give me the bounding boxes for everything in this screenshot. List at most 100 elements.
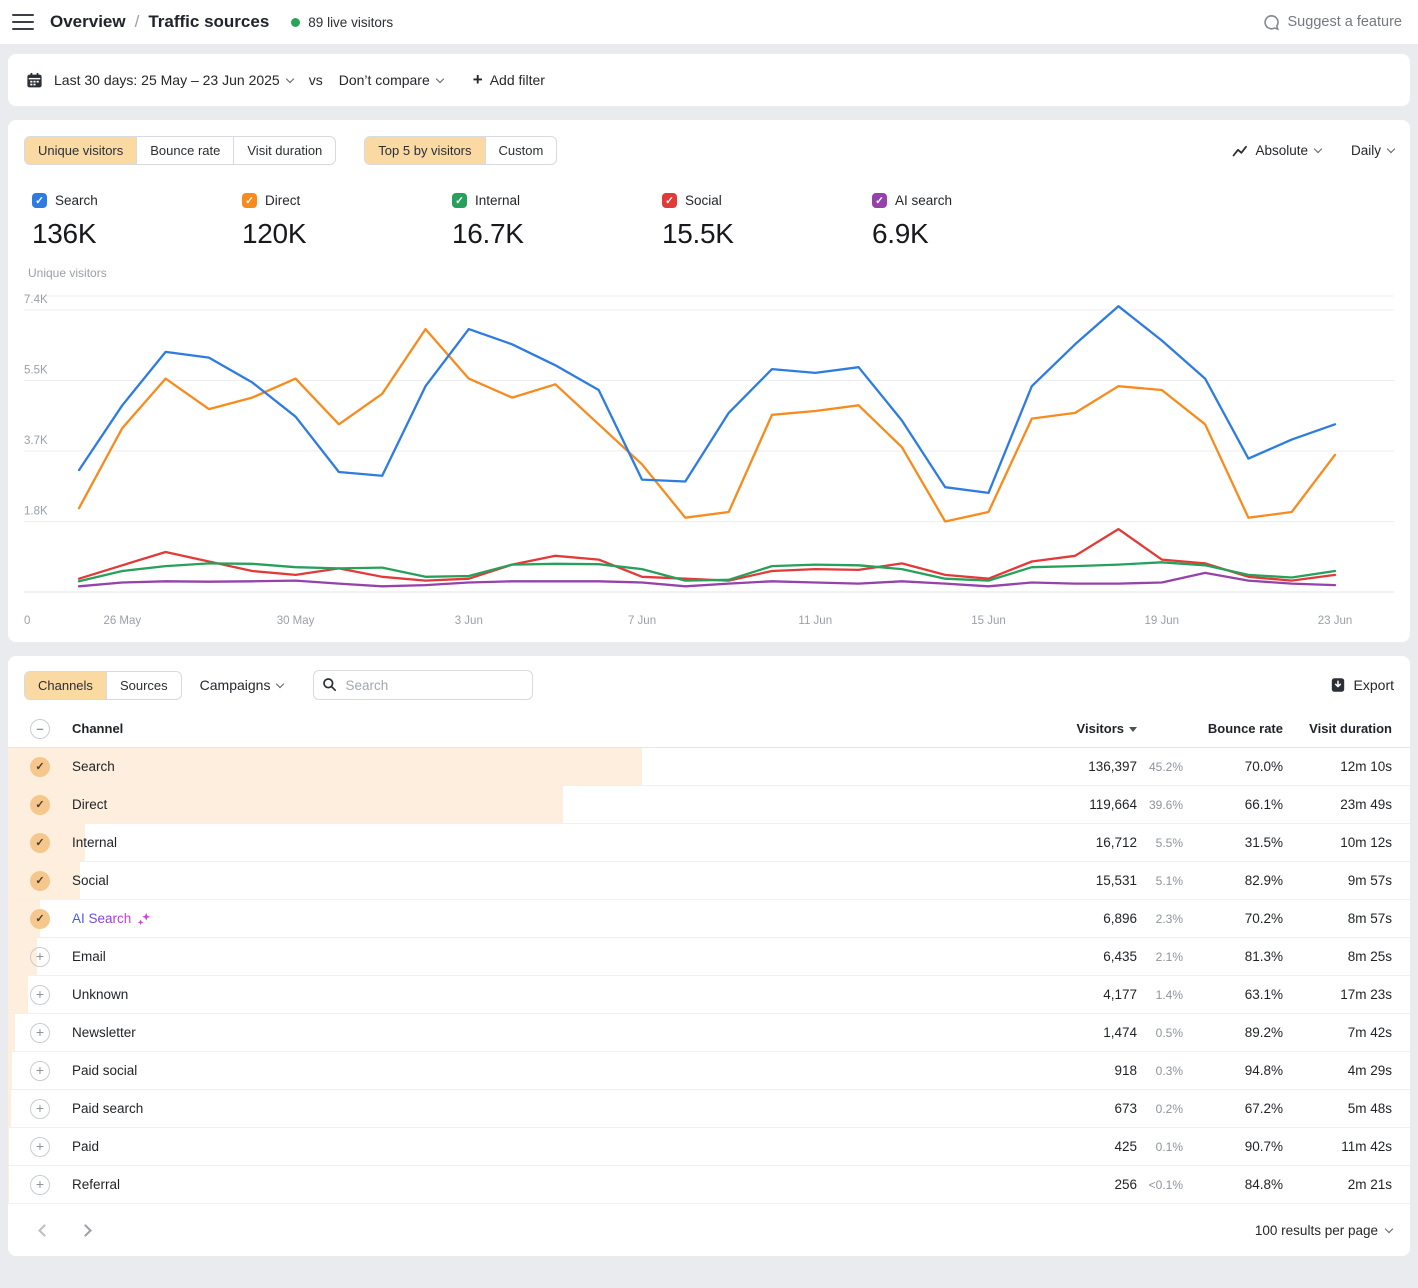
row-share-bar: [8, 976, 28, 1013]
tab-bounce-rate[interactable]: Bounce rate: [136, 137, 233, 164]
search-checkbox[interactable]: [32, 193, 47, 208]
cell-bounce: 31.5%: [1244, 835, 1283, 850]
table-row-referral[interactable]: Referral 256 <0.1% 84.8% 2m 21s: [8, 1166, 1410, 1204]
cell-visitors: 918: [1114, 1063, 1137, 1078]
column-visit-duration[interactable]: Visit duration: [1309, 721, 1392, 736]
series-direct: [77, 327, 1337, 523]
row-checked-icon[interactable]: [30, 756, 50, 777]
cell-duration: 7m 42s: [1347, 1025, 1392, 1040]
row-add-icon[interactable]: [30, 1174, 50, 1195]
column-visitors[interactable]: Visitors: [1077, 721, 1137, 736]
table-row-social[interactable]: Social 15,531 5.1% 82.9% 9m 57s: [8, 862, 1410, 900]
cell-share: 2.1%: [1155, 949, 1183, 964]
absolute-dropdown[interactable]: Absolute: [1232, 143, 1323, 158]
menu-icon[interactable]: [12, 14, 34, 30]
row-add-icon[interactable]: [30, 1098, 50, 1119]
prev-page-button[interactable]: [36, 1222, 53, 1239]
next-page-button[interactable]: [77, 1222, 94, 1239]
cell-duration: 4m 29s: [1347, 1063, 1392, 1078]
table-header-row: Channel Visitors Bounce rate Visit durat…: [8, 710, 1410, 748]
table-row-ai-search[interactable]: AI Search 6,896 2.3% 70.2% 8m 57s: [8, 900, 1410, 938]
channel-name: Paid: [72, 1139, 100, 1154]
table-row-search[interactable]: Search 136,397 45.2% 70.0% 12m 10s: [8, 748, 1410, 786]
svg-text:3 Jun: 3 Jun: [455, 615, 483, 627]
cell-bounce: 82.9%: [1244, 873, 1283, 888]
row-checked-icon[interactable]: [30, 908, 50, 929]
view-tab-group: Top 5 by visitors Custom: [364, 136, 558, 165]
compare-dropdown[interactable]: Don’t compare: [339, 72, 445, 88]
cell-share: 5.1%: [1155, 873, 1183, 888]
row-add-icon[interactable]: [30, 1136, 50, 1157]
channel-name: Direct: [72, 797, 108, 812]
metric-label: Search: [55, 193, 98, 208]
direct-checkbox[interactable]: [242, 193, 257, 208]
tab-sources[interactable]: Sources: [105, 671, 181, 699]
chevron-down-icon: [435, 74, 445, 83]
svg-text:0: 0: [24, 615, 30, 627]
cell-bounce: 63.1%: [1244, 987, 1283, 1002]
tab-channels[interactable]: Channels: [25, 671, 106, 699]
series-internal: [77, 561, 1337, 583]
sort-desc-icon: [1129, 726, 1137, 732]
live-visitors-label: 89 live visitors: [308, 14, 394, 30]
metric-cards: Search 136K Direct 120K Internal 16.7K Social 1…: [24, 193, 1394, 250]
add-filter-button[interactable]: + Add filter: [472, 70, 545, 89]
per-page-dropdown[interactable]: 100 results per page: [1255, 1223, 1394, 1238]
social-checkbox[interactable]: [662, 193, 677, 208]
breadcrumb-overview[interactable]: Overview: [50, 12, 126, 31]
channel-name: Newsletter: [72, 1025, 136, 1040]
table-row-direct[interactable]: Direct 119,664 39.6% 66.1% 23m 49s: [8, 786, 1410, 824]
suggest-feature-button[interactable]: Suggest a feature: [1263, 14, 1402, 31]
svg-text:5.5K: 5.5K: [24, 365, 48, 377]
internal-checkbox[interactable]: [452, 193, 467, 208]
metric-label: Social: [685, 193, 722, 208]
cell-duration: 10m 12s: [1340, 835, 1392, 850]
cell-bounce: 70.0%: [1244, 759, 1283, 774]
channel-name: Paid search: [72, 1101, 144, 1116]
export-button[interactable]: Export: [1330, 677, 1394, 693]
ai-search-checkbox[interactable]: [872, 193, 887, 208]
table-footer: 100 results per page: [8, 1204, 1410, 1256]
table-row-unknown[interactable]: Unknown 4,177 1.4% 63.1% 17m 23s: [8, 976, 1410, 1014]
search-input[interactable]: [313, 670, 534, 700]
tab-visit-duration[interactable]: Visit duration: [233, 137, 335, 164]
table-row-internal[interactable]: Internal 16,712 5.5% 31.5% 10m 12s: [8, 824, 1410, 862]
table-row-email[interactable]: Email 6,435 2.1% 81.3% 8m 25s: [8, 938, 1410, 976]
cell-visitors: 673: [1114, 1101, 1137, 1116]
row-checked-icon[interactable]: [30, 832, 50, 853]
row-add-icon[interactable]: [30, 1022, 50, 1043]
chevron-right-icon: [79, 1223, 92, 1237]
cell-bounce: 84.8%: [1244, 1177, 1283, 1192]
channel-name: AI Search: [72, 911, 1017, 926]
table-row-paid-search[interactable]: Paid search 673 0.2% 67.2% 5m 48s: [8, 1090, 1410, 1128]
table-row-paid-social[interactable]: Paid social 918 0.3% 94.8% 4m 29s: [8, 1052, 1410, 1090]
cell-share: 45.2%: [1148, 759, 1183, 774]
export-icon: [1331, 678, 1344, 692]
cell-visitors: 6,896: [1103, 911, 1137, 926]
cell-visitors: 256: [1114, 1177, 1137, 1192]
column-channel[interactable]: Channel: [72, 721, 124, 736]
collapse-all-icon[interactable]: [30, 718, 50, 739]
cell-visitors: 119,664: [1089, 797, 1137, 812]
tab-custom[interactable]: Custom: [484, 137, 557, 164]
row-checked-icon[interactable]: [30, 870, 50, 891]
interval-dropdown[interactable]: Daily: [1351, 143, 1396, 158]
filter-bar: Last 30 days: 25 May – 23 Jun 2025 vs Do…: [8, 54, 1410, 106]
campaigns-dropdown[interactable]: Campaigns: [200, 677, 285, 693]
tab-unique-visitors[interactable]: Unique visitors: [25, 137, 137, 164]
svg-text:3.7K: 3.7K: [24, 435, 48, 447]
table-row-paid[interactable]: Paid 425 0.1% 90.7% 11m 42s: [8, 1128, 1410, 1166]
column-bounce-rate[interactable]: Bounce rate: [1207, 721, 1283, 736]
row-share-bar: [8, 1166, 10, 1203]
tab-top-5-by-visitors[interactable]: Top 5 by visitors: [365, 137, 485, 164]
row-add-icon[interactable]: [30, 1060, 50, 1081]
date-range-dropdown[interactable]: Last 30 days: 25 May – 23 Jun 2025: [54, 72, 294, 88]
table-row-newsletter[interactable]: Newsletter 1,474 0.5% 89.2% 7m 42s: [8, 1014, 1410, 1052]
row-add-icon[interactable]: [30, 984, 50, 1005]
row-add-icon[interactable]: [30, 946, 50, 967]
calendar-icon: [27, 72, 42, 87]
row-checked-icon[interactable]: [30, 794, 50, 815]
cell-duration: 5m 48s: [1347, 1101, 1392, 1116]
cell-visitors: 16,712: [1095, 835, 1137, 850]
